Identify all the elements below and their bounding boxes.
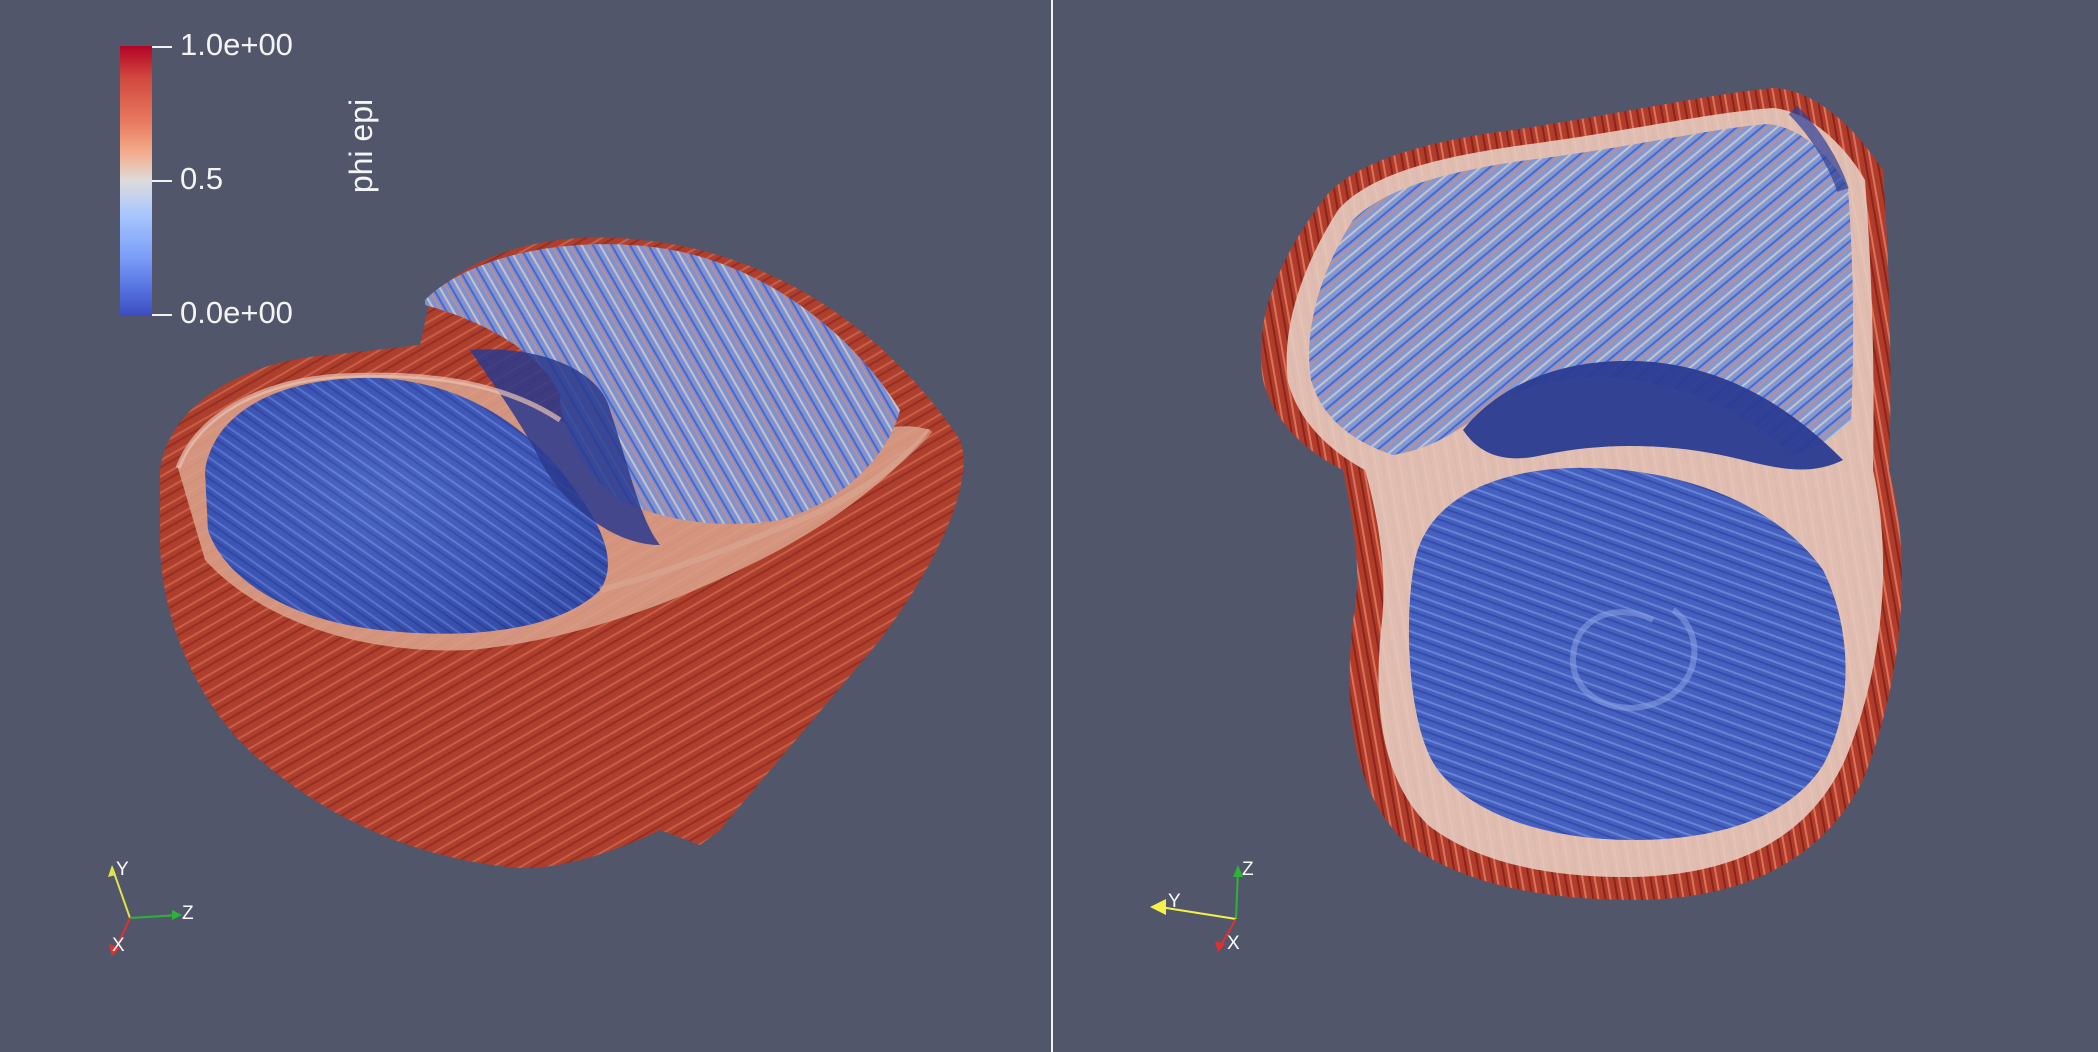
axis-z-line	[1235, 868, 1239, 920]
orientation-axes-left: Y Z X	[108, 859, 194, 956]
legend-tick-min	[152, 314, 172, 316]
legend-tick-max	[152, 46, 172, 48]
legend-tick-mid	[152, 180, 172, 182]
right-render-view[interactable]: Z Y X	[1053, 0, 2098, 1052]
legend-mid-label: 0.5	[180, 161, 224, 196]
left-heart-glyph-render	[160, 237, 964, 869]
legend-min-label: 0.0e+00	[180, 295, 293, 330]
color-legend: 1.0e+00 0.5 0.0e+00 phi epi	[116, 27, 379, 330]
axis-y-line	[111, 866, 131, 919]
left-render-view[interactable]: 1.0e+00 0.5 0.0e+00 phi epi Y Z X	[0, 0, 1051, 1052]
legend-title: phi epi	[343, 98, 379, 194]
axis-z-line	[129, 914, 181, 919]
colorbar	[120, 46, 152, 316]
axis-x-arrow	[1215, 941, 1225, 952]
legend-max-label: 1.0e+00	[180, 27, 293, 62]
axis-y-line	[1159, 906, 1237, 920]
axis-y-label: Y	[116, 859, 129, 880]
axis-z-arrow	[172, 910, 182, 920]
axis-y-arrow	[1150, 899, 1166, 915]
axis-y-label: Y	[1168, 891, 1181, 912]
orientation-axes-right: Z Y X	[1150, 859, 1254, 954]
axis-z-label: Z	[1242, 859, 1254, 880]
right-heart-glyph-render	[1260, 88, 1902, 900]
axis-z-arrow	[1233, 865, 1243, 877]
axis-y-arrow	[108, 865, 116, 877]
axis-x-label: X	[112, 935, 125, 956]
axis-x-label: X	[1227, 933, 1240, 954]
axis-x-line	[1219, 918, 1237, 948]
viewport-divider[interactable]	[1051, 0, 1053, 1052]
axis-z-label: Z	[182, 903, 194, 924]
axis-x-arrow	[109, 944, 120, 956]
